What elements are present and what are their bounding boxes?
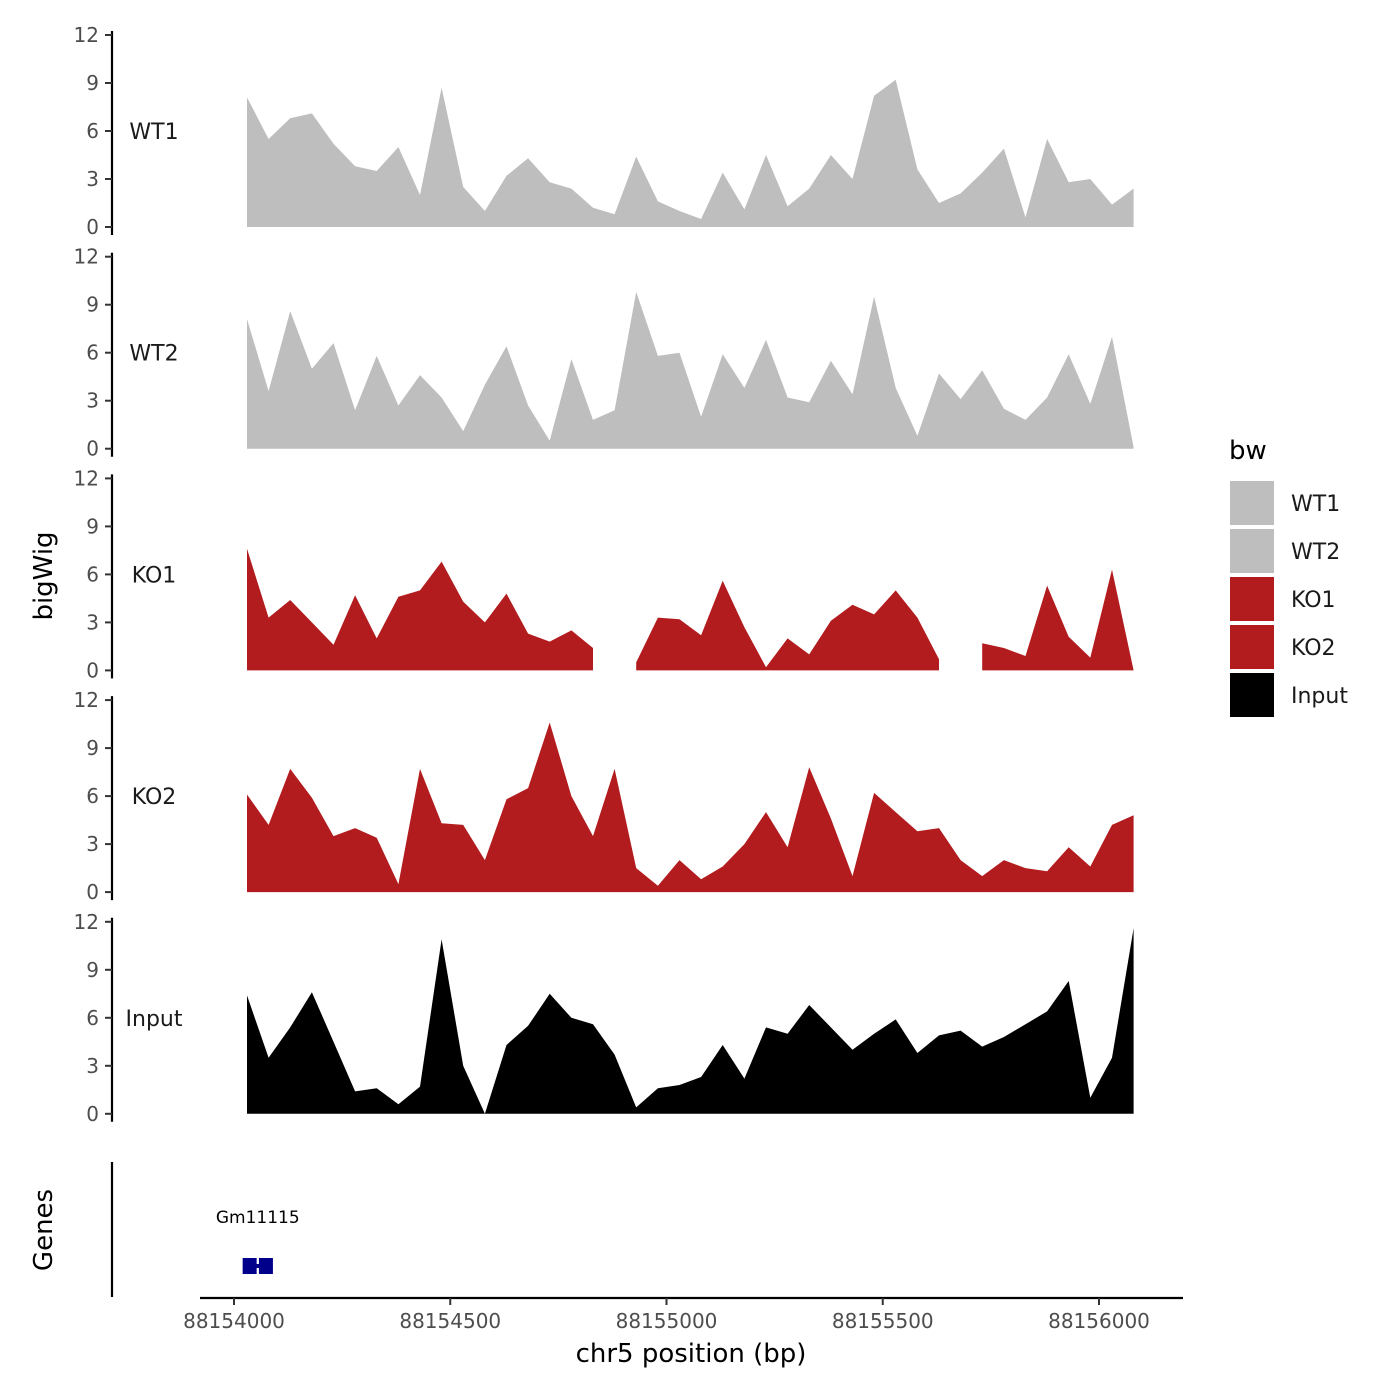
x-tick-label: 88154000: [183, 1309, 285, 1333]
y-tick-label: 6: [86, 1006, 99, 1030]
legend-swatch: [1228, 527, 1276, 575]
track-label: Input: [126, 1007, 183, 1032]
gene-gm11115: Gm11115: [216, 1208, 300, 1274]
y-tick-label: 6: [86, 562, 99, 586]
tracks-group: 0 3 6 9 12 WT1 0 3 6 9 12 WT2 0 3 6 9 12 KO1 0 3 6 9 12 KO2 0 3 6 9…: [74, 23, 1134, 1126]
area-ko1: [247, 548, 593, 671]
y-tick-label: 0: [86, 437, 99, 461]
y-tick-label: 0: [86, 880, 99, 904]
legend-label: WT2: [1291, 540, 1340, 565]
y-tick-label: 6: [86, 341, 99, 365]
y-tick-label: 12: [74, 245, 99, 269]
area-ko2: [247, 722, 1134, 893]
gene-track-title: Genes: [29, 1189, 59, 1271]
legend-item-wt2: WT2: [1228, 527, 1340, 575]
genes-group: Gm11115: [216, 1208, 300, 1274]
legend-label: WT1: [1291, 492, 1340, 517]
track-label: WT1: [129, 120, 178, 145]
legend-item-ko2: KO2: [1228, 623, 1336, 671]
track-label: KO2: [132, 785, 177, 810]
y-tick-label: 9: [86, 736, 99, 760]
legend-item-ko1: KO1: [1228, 575, 1336, 623]
track-wt1: 0 3 6 9 12 WT1: [74, 23, 1134, 239]
x-tick-label: 88154500: [399, 1309, 501, 1333]
area-input: [247, 928, 1134, 1114]
legend: bw WT1 WT2 KO1 KO2 Input: [1228, 436, 1348, 719]
y-tick-label: 3: [86, 1054, 99, 1078]
x-ticks-group: 88154000 88154500 88155000 88155500 88156000: [183, 1298, 1150, 1333]
area-ko1: [636, 580, 939, 671]
legend-item-input: Input: [1228, 671, 1348, 719]
y-tick-label: 12: [74, 466, 99, 490]
legend-item-wt1: WT1: [1228, 479, 1340, 527]
y-tick-label: 12: [74, 688, 99, 712]
y-tick-label: 9: [86, 958, 99, 982]
track-input: 0 3 6 9 12 Input: [74, 910, 1134, 1126]
legend-label: KO1: [1291, 588, 1336, 613]
track-ko2: 0 3 6 9 12 KO2: [74, 688, 1134, 904]
track-ko1: 0 3 6 9 12 KO1: [74, 466, 1134, 682]
y-tick-label: 3: [86, 167, 99, 191]
area-wt1: [247, 79, 1134, 227]
legend-swatch: [1228, 575, 1276, 623]
y-tick-label: 12: [74, 23, 99, 47]
gene-exon: [258, 1258, 273, 1274]
y-tick-label: 6: [86, 784, 99, 808]
y-tick-label: 3: [86, 389, 99, 413]
track-label: WT2: [129, 342, 178, 367]
y-tick-label: 9: [86, 71, 99, 95]
gene-label: Gm11115: [216, 1208, 300, 1228]
legend-swatch: [1228, 671, 1276, 719]
x-tick-label: 88155500: [832, 1309, 934, 1333]
y-tick-label: 0: [86, 658, 99, 682]
legend-items-group: WT1 WT2 KO1 KO2 Input: [1228, 479, 1348, 719]
legend-swatch: [1228, 479, 1276, 527]
y-axis-title: bigWig: [29, 531, 59, 620]
legend-title: bw: [1229, 436, 1267, 466]
y-tick-label: 0: [86, 215, 99, 239]
x-axis: 88154000 88154500 88155000 88155500 88156000…: [183, 1296, 1183, 1369]
track-wt2: 0 3 6 9 12 WT2: [74, 245, 1134, 461]
y-tick-label: 3: [86, 610, 99, 634]
legend-label: Input: [1291, 684, 1348, 709]
legend-label: KO2: [1291, 636, 1336, 661]
y-tick-label: 9: [86, 293, 99, 317]
track-label: KO1: [132, 563, 177, 588]
y-tick-label: 12: [74, 910, 99, 934]
legend-swatch: [1228, 623, 1276, 671]
gene-track: Genes Gm11115: [29, 1162, 300, 1297]
y-tick-label: 3: [86, 832, 99, 856]
y-tick-label: 9: [86, 514, 99, 538]
x-tick-label: 88156000: [1048, 1309, 1150, 1333]
gene-exon: [242, 1258, 257, 1274]
x-axis-title: chr5 position (bp): [576, 1339, 807, 1369]
area-ko1: [982, 569, 1134, 671]
area-wt2: [247, 291, 1134, 449]
y-tick-label: 6: [86, 119, 99, 143]
x-tick-label: 88155000: [616, 1309, 718, 1333]
y-tick-label: 0: [86, 1102, 99, 1126]
